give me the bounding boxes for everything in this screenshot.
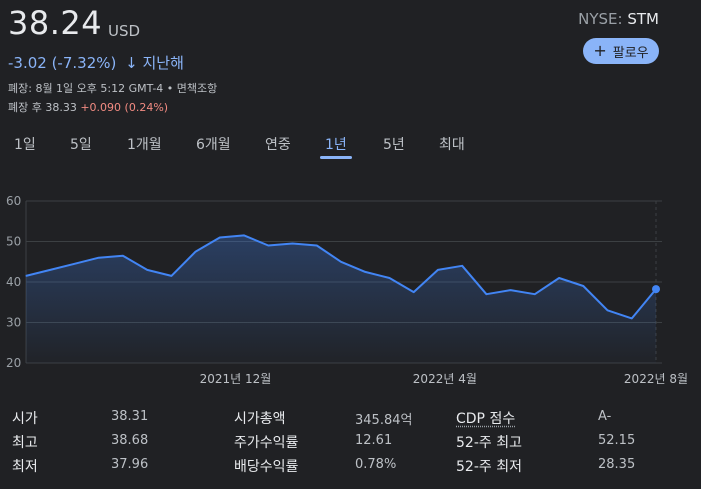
- ticker-symbol: STM: [627, 10, 659, 28]
- follow-label: 팔로우: [612, 45, 649, 61]
- stat-52w-high-value: 52.15: [598, 433, 636, 448]
- stat-low-value: 37.96: [111, 457, 149, 472]
- data-point: [340, 261, 342, 263]
- tab-6-month[interactable]: 6개월: [196, 137, 231, 153]
- data-point: [485, 293, 487, 295]
- data-point: [243, 234, 245, 237]
- stat-open-value: 38.31: [111, 409, 149, 424]
- data-point: [195, 251, 197, 253]
- data-point: [73, 263, 76, 265]
- stat-cdp-value: A-: [598, 409, 612, 424]
- data-point: [437, 269, 439, 271]
- stat-market-cap-value: 345.84억: [355, 413, 413, 428]
- stat-52w-low-label: 52-주 최저: [456, 459, 522, 475]
- x-tick-label: 2022년 4월: [413, 372, 477, 386]
- range-tabs: 1일 5일 1개월 6개월 연중 1년 5년 최대: [0, 134, 701, 162]
- data-point: [49, 269, 51, 271]
- stat-low-label: 최저: [12, 459, 38, 475]
- data-point: [316, 244, 318, 247]
- tab-1-day[interactable]: 1일: [14, 137, 36, 153]
- data-point: [25, 275, 27, 277]
- data-point: [122, 255, 124, 257]
- after-hours-label: 폐장 후 38.33: [8, 101, 77, 114]
- stat-high-value: 38.68: [111, 433, 149, 448]
- data-point: [534, 293, 536, 295]
- data-point: [364, 271, 366, 273]
- data-point: [582, 285, 584, 287]
- change-value: -3.02 (-7.32%): [8, 54, 117, 72]
- stat-market-cap-label: 시가총액: [234, 411, 286, 427]
- stat-52w-high-label: 52-주 최고: [456, 435, 522, 451]
- after-hours-info: 폐장 후 38.33 +0.090 (0.24%): [8, 99, 168, 115]
- data-point: [510, 289, 512, 291]
- stat-high-label: 최고: [12, 435, 38, 451]
- stock-price: 38.24: [8, 4, 103, 42]
- last-price-dot: [652, 285, 660, 294]
- follow-button[interactable]: + 팔로우: [583, 38, 659, 64]
- y-tick-label: 30: [6, 316, 21, 330]
- arrow-down-icon: ↓: [125, 54, 138, 72]
- data-point: [98, 257, 100, 259]
- active-tab-indicator: [320, 156, 352, 159]
- price-chart[interactable]: 60 50 40 30 20 2021년 12월 2022년 4월 2022년 8월: [0, 190, 701, 390]
- price-change: -3.02 (-7.32%) ↓ 지난해: [8, 52, 184, 73]
- tab-ytd[interactable]: 연중: [265, 137, 291, 153]
- price-area: [26, 235, 656, 363]
- data-point: [631, 317, 633, 320]
- data-point: [606, 309, 609, 311]
- x-tick-label: 2022년 8월: [624, 372, 688, 386]
- stat-open-label: 시가: [12, 411, 38, 427]
- plus-icon: +: [593, 41, 607, 60]
- stat-pe-ratio-value: 12.61: [355, 433, 393, 448]
- exchange-label: NYSE:: [578, 10, 628, 28]
- data-point: [267, 244, 269, 247]
- tab-5-day[interactable]: 5일: [70, 137, 92, 153]
- tab-max[interactable]: 최대: [439, 137, 465, 153]
- close-info: 폐장: 8월 1일 오후 5:12 GMT-4 • 면책조항: [8, 82, 218, 95]
- tab-1-month[interactable]: 1개월: [127, 137, 162, 153]
- data-point: [558, 277, 560, 279]
- data-point: [219, 236, 221, 239]
- after-hours-change: +0.090 (0.24%): [80, 101, 169, 114]
- data-point: [170, 275, 172, 277]
- change-period: 지난해: [142, 54, 184, 72]
- data-point: [146, 269, 148, 271]
- data-point: [461, 265, 463, 267]
- exchange-ticker: NYSE: STM: [578, 10, 659, 28]
- stat-dividend-value: 0.78%: [355, 457, 397, 472]
- stat-52w-low-value: 28.35: [598, 457, 636, 472]
- y-tick-label: 40: [6, 275, 21, 289]
- y-tick-label: 60: [6, 194, 21, 208]
- y-tick-label: 50: [6, 235, 21, 249]
- data-point: [291, 242, 294, 245]
- tab-1-year[interactable]: 1년: [325, 137, 347, 153]
- x-tick-label: 2021년 12월: [200, 372, 272, 386]
- currency-label: USD: [108, 22, 141, 40]
- data-point: [413, 291, 415, 293]
- stat-dividend-label: 배당수익률: [234, 459, 299, 475]
- y-tick-label: 20: [6, 356, 21, 370]
- data-point: [388, 277, 391, 279]
- stat-pe-ratio-label: 주가수익률: [234, 435, 299, 451]
- stat-cdp-label[interactable]: CDP 점수: [456, 411, 516, 427]
- tab-5-year[interactable]: 5년: [383, 137, 405, 153]
